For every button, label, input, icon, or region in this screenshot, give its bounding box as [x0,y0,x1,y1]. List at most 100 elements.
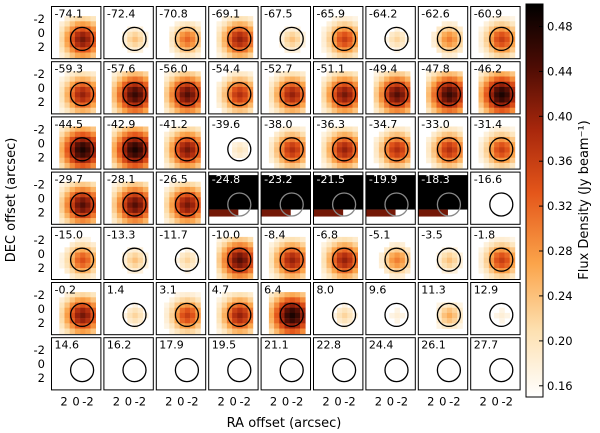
flux-pixel [504,152,510,158]
flux-pixel [399,107,406,114]
flux-pixel [221,236,228,243]
flux-pixel [509,16,516,22]
flux-pixel [137,126,144,132]
flux-pixel [478,262,484,269]
flux-pixel [436,323,442,329]
flux-pixel [74,21,81,27]
flux-pixel [274,157,280,164]
flux-pixel [274,147,280,153]
flux-pixel [85,297,91,303]
flux-pixel [300,323,306,329]
flux-pixel [90,81,96,88]
beam-circle [69,247,95,272]
channel-panel: -11.7 [155,226,207,281]
flux-pixel [394,307,400,314]
flux-pixel [90,218,96,224]
flux-pixel [284,26,290,32]
channel-velocity-label: -16.6 [474,173,502,186]
flux-pixel [179,97,186,103]
flux-pixel [504,16,510,22]
flux-pixel [378,157,385,164]
flux-pixel [284,107,290,114]
flux-pixel [347,47,353,53]
flux-pixel [90,186,96,193]
flux-pixel [64,36,70,43]
flux-pixel [268,307,275,314]
flux-pixel [289,26,296,32]
panel-frame [155,116,207,170]
flux-pixel [352,47,358,53]
flux-pixel [431,86,437,93]
flux-pixel [90,47,96,53]
flux-pixel [294,262,301,269]
flux-pixel [90,131,96,138]
flux-pixel [483,26,490,32]
flux-pixel [300,318,306,324]
flux-pixel [216,328,222,334]
flux-pixel [274,142,280,148]
beam-circle [384,26,409,52]
x-tick-label: 0 [387,394,394,408]
flux-pixel [85,142,91,148]
flux-pixel [509,71,516,77]
flux-pixel [64,247,70,253]
flux-pixel [331,47,338,53]
flux-pixel [274,297,280,303]
flux-pixel [74,136,81,143]
flux-pixel [347,273,353,279]
colorbar-label: Flux Density (Jy beam⁻¹) [577,120,592,279]
flux-pixel [80,312,86,319]
channel-velocity-label: -34.7 [369,118,397,131]
flux-pixel [352,157,358,164]
flux-pixel [242,31,248,38]
flux-pixel [441,262,448,269]
flux-pixel [127,31,133,38]
flux-pixel [111,212,118,219]
flux-pixel [195,212,201,219]
flux-pixel [59,157,65,164]
flux-pixel [69,297,76,303]
flux-pixel [404,71,411,77]
flux-pixel [137,218,144,224]
flux-pixel [342,247,348,253]
flux-pixel [488,236,495,243]
flux-pixel [274,292,280,298]
flux-pixel [504,86,510,93]
flux-pixel [284,257,290,264]
flux-pixel [289,312,296,319]
flux-pixel [457,107,463,114]
flux-pixel [294,107,301,114]
channel-velocity-label: -49.4 [369,63,397,76]
flux-pixel [284,81,290,88]
flux-pixel [289,81,296,88]
panel-frame [365,6,416,60]
flux-pixel [399,31,406,38]
flux-pixel [132,76,138,82]
flux-pixel [179,318,186,324]
flux-pixel [59,186,65,193]
flux-pixel [347,36,353,43]
flux-pixel [347,126,353,132]
flux-pixel [116,97,123,103]
flux-pixel [446,257,453,264]
flux-pixel [85,147,91,153]
flux-pixel [342,31,348,38]
flux-pixel [80,328,86,334]
flux-pixel [242,323,248,329]
flux-pixel [184,302,191,308]
flux-pixel [179,136,186,143]
flux-pixel [347,107,353,114]
flux-pixel [74,202,81,208]
flux-pixel [122,252,128,258]
flux-pixel [232,302,238,308]
flux-pixel [509,157,516,164]
flux-pixel [137,131,144,138]
flux-pixel [452,76,458,82]
flux-pixel [488,136,495,143]
flux-pixel [74,242,81,248]
flux-pixel [268,86,275,93]
flux-pixel [164,197,170,203]
flux-pixel [169,328,175,334]
channel-panel: -38.0 [260,116,312,170]
flux-pixel [137,307,144,314]
